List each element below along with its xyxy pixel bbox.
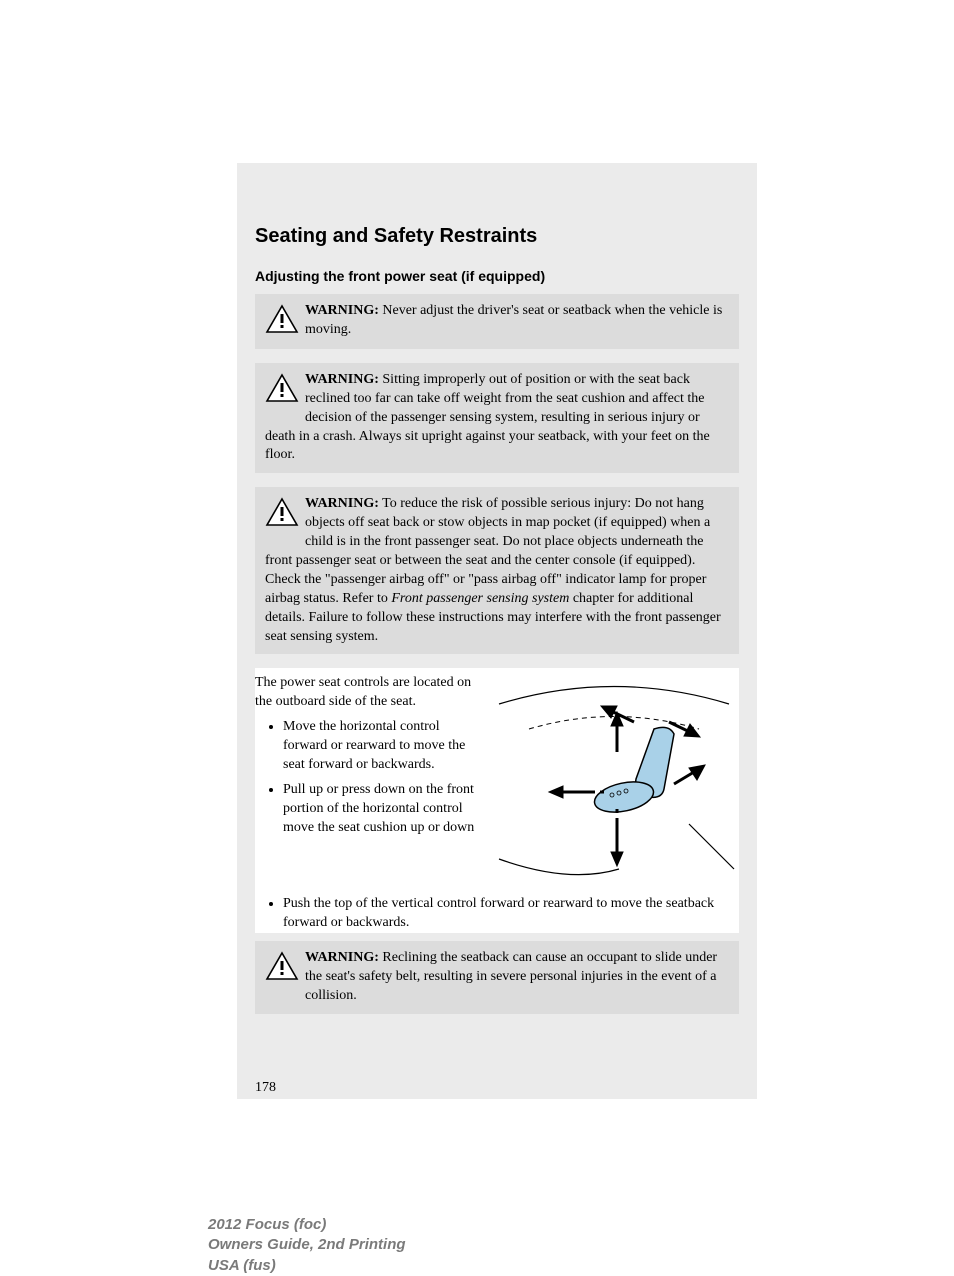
warning-label: WARNING: [305, 372, 379, 387]
footer-line-2: Owners Guide, 2nd Printing [208, 1235, 406, 1255]
bullet-list-continued: Push the top of the vertical control for… [255, 895, 739, 933]
section-title: Seating and Safety Restraints [255, 225, 739, 248]
warning-icon [265, 373, 299, 410]
bullet-list: Move the horizontal control forward or r… [255, 718, 479, 837]
footer-line-3: USA (fus) [208, 1256, 406, 1276]
warning-icon [265, 497, 299, 534]
warning-icon [265, 951, 299, 988]
list-item: Pull up or press down on the front porti… [283, 781, 479, 838]
warning-italic: Front passenger sensing system [391, 591, 569, 606]
warning-text: WARNING: Sitting improperly out of posit… [265, 372, 710, 463]
warning-text: WARNING: Reclining the seatback can caus… [305, 950, 717, 1003]
warning-text: WARNING: Never adjust the driver's seat … [305, 303, 722, 337]
seat-diagram [489, 674, 739, 899]
footer-line-1: 2012 Focus (foc) [208, 1215, 406, 1235]
warning-text: WARNING: To reduce the risk of possible … [265, 496, 721, 643]
page-number: 178 [237, 1080, 276, 1096]
warning-icon [265, 304, 299, 341]
warning-label: WARNING: [305, 496, 379, 511]
footer-region-code: (fus) [243, 1257, 276, 1274]
footer-code: (foc) [294, 1216, 327, 1233]
warning-box-2: WARNING: Sitting improperly out of posit… [255, 363, 739, 473]
body-row: The power seat controls are located on t… [255, 668, 739, 899]
page-content: Seating and Safety Restraints Adjusting … [237, 225, 757, 1028]
intro-paragraph: The power seat controls are located on t… [255, 674, 479, 712]
footer-model: 2012 Focus [208, 1216, 294, 1233]
warning-body-a: To reduce the risk of possible serious i… [265, 496, 710, 605]
body-text-column: The power seat controls are located on t… [255, 674, 479, 899]
warning-label: WARNING: [305, 303, 379, 318]
footer: 2012 Focus (foc) Owners Guide, 2nd Print… [208, 1215, 406, 1276]
warning-box-1: WARNING: Never adjust the driver's seat … [255, 294, 739, 349]
subsection-title: Adjusting the front power seat (if equip… [255, 268, 739, 284]
warning-label: WARNING: [305, 950, 379, 965]
warning-box-4: WARNING: Reclining the seatback can caus… [255, 941, 739, 1014]
footer-region: USA [208, 1257, 243, 1274]
list-item: Push the top of the vertical control for… [283, 895, 739, 933]
list-item: Move the horizontal control forward or r… [283, 718, 479, 775]
warning-box-3: WARNING: To reduce the risk of possible … [255, 487, 739, 654]
